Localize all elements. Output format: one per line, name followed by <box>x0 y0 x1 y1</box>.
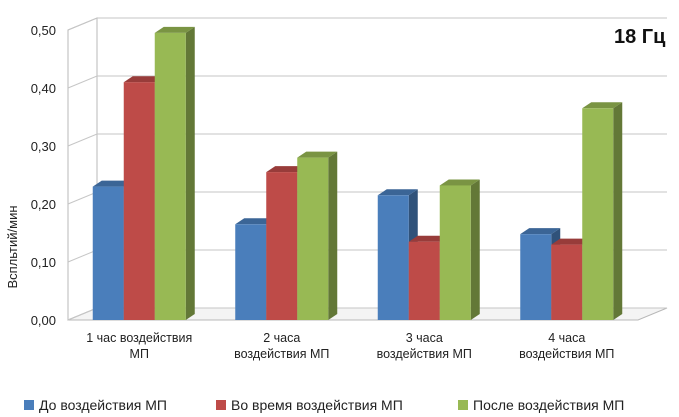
bar-2-3 <box>297 151 338 320</box>
bar-top <box>266 166 307 173</box>
bar-front <box>297 157 329 320</box>
bar-front <box>408 241 440 320</box>
bar-top <box>439 179 480 186</box>
y-tick-label: 0,20 <box>31 197 56 212</box>
legend-swatch <box>216 400 226 410</box>
bar-front <box>123 82 155 320</box>
bar-front <box>520 234 552 320</box>
bar-side <box>328 151 338 320</box>
y-tick-label: 0,40 <box>31 81 56 96</box>
y-tick-label: 0,00 <box>31 313 56 328</box>
bar-front <box>92 186 124 320</box>
bar-3-3 <box>439 179 480 320</box>
frequency-annotation: 18 Гц <box>614 26 666 48</box>
side-wall <box>67 17 98 321</box>
legend-swatch <box>24 400 34 410</box>
bar-4-3 <box>582 102 623 320</box>
bar-top <box>582 102 623 109</box>
x-category-label: 4 часа воздействия МП <box>519 331 614 361</box>
bar-top <box>92 180 133 187</box>
bar-top <box>123 76 164 83</box>
y-tick-label: 0,30 <box>31 139 56 154</box>
bar-front <box>154 32 186 321</box>
gridline <box>67 75 667 89</box>
bar-top <box>297 151 338 158</box>
x-category-label: 2 часа воздействия МП <box>234 331 329 361</box>
gridline <box>67 17 667 31</box>
bar-top <box>408 235 449 242</box>
bar-front <box>266 172 298 320</box>
bar-front <box>439 185 471 320</box>
bar-top <box>235 218 276 225</box>
y-axis-title: Вспльтий/мин <box>5 205 20 288</box>
legend-label: Во время воздействия МП <box>231 397 403 413</box>
bar-top <box>551 238 592 245</box>
legend-label: До воздействия МП <box>39 397 167 413</box>
bar-top <box>154 26 195 33</box>
bar-side <box>185 26 195 321</box>
legend-swatch <box>458 400 468 410</box>
bar-top <box>377 189 418 196</box>
bar-side <box>470 179 480 320</box>
legend-label: После воздействия МП <box>473 397 624 413</box>
x-category-label: 1 час воздействия МП <box>86 331 192 361</box>
legend: До воздействия МП Во время воздействия МП… <box>24 397 624 413</box>
gridline <box>67 133 667 147</box>
x-category-label: 3 часа воздействия МП <box>377 331 472 361</box>
bar-front <box>377 195 409 320</box>
bar-front <box>235 224 267 320</box>
y-tick-label: 0,50 <box>31 23 56 38</box>
bar-1-3 <box>154 26 195 321</box>
bar-front <box>551 244 583 320</box>
y-tick-label: 0,10 <box>31 255 56 270</box>
bar-top <box>520 228 561 235</box>
bar-front <box>582 108 614 320</box>
bar-side <box>613 102 623 320</box>
